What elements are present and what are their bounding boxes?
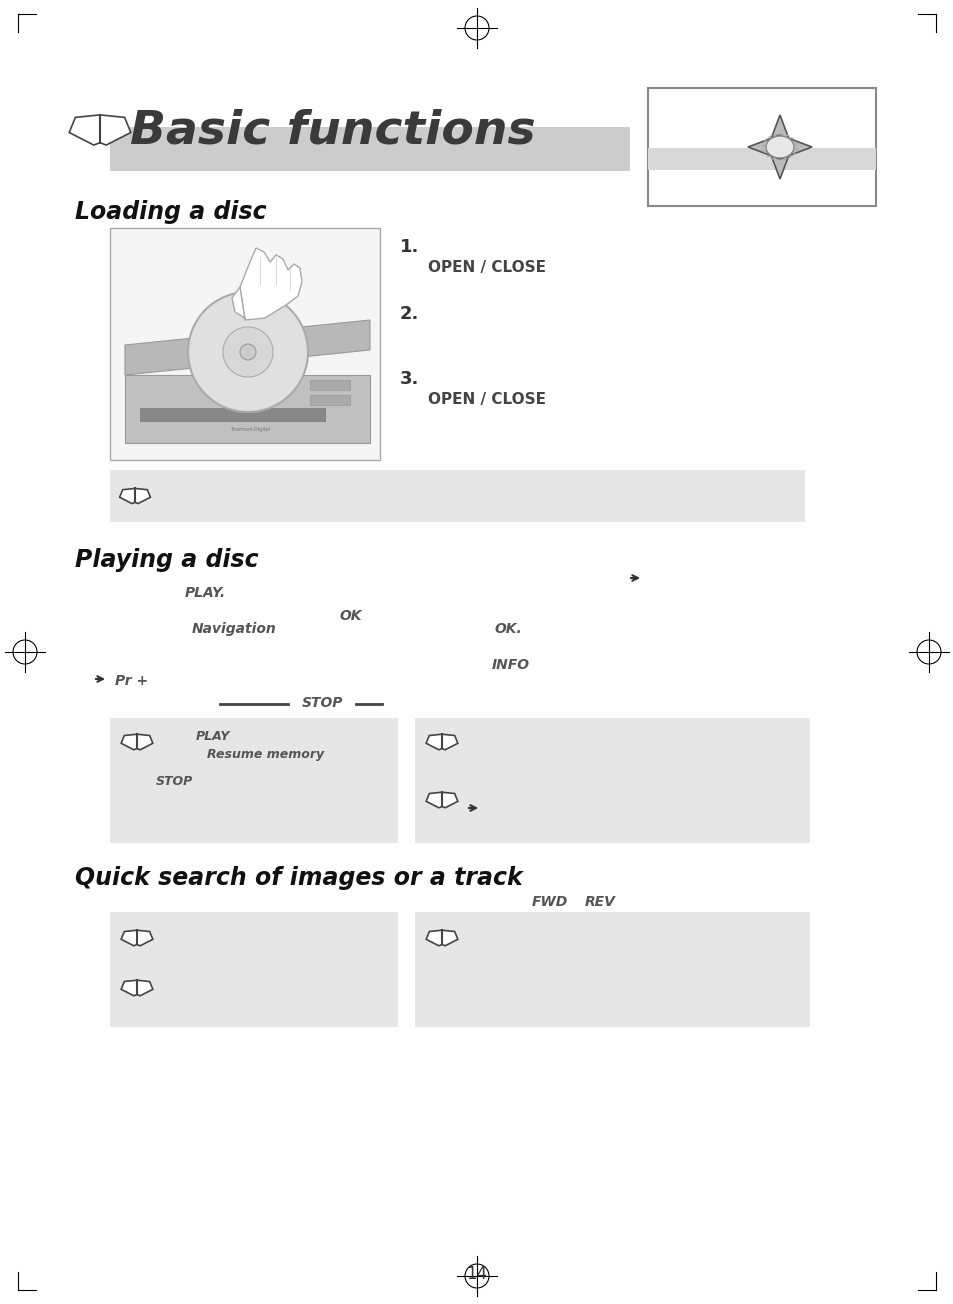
Polygon shape — [121, 734, 137, 750]
Polygon shape — [137, 981, 152, 996]
Text: OPEN / CLOSE: OPEN / CLOSE — [428, 259, 545, 275]
Bar — [647, 147, 875, 170]
Text: 3.: 3. — [399, 370, 419, 389]
Text: FWD: FWD — [532, 895, 568, 909]
Text: Loading a disc: Loading a disc — [75, 200, 266, 224]
Text: PLAY.: PLAY. — [185, 585, 226, 600]
Polygon shape — [771, 136, 811, 159]
Text: Video Disc: Video Disc — [234, 360, 261, 365]
Text: 2.: 2. — [399, 305, 419, 323]
Text: OPEN / CLOSE: OPEN / CLOSE — [428, 393, 545, 407]
Text: PLAY: PLAY — [195, 730, 230, 743]
Bar — [110, 911, 397, 1028]
Text: INFO: INFO — [492, 659, 530, 672]
Text: 1.: 1. — [399, 239, 419, 256]
Polygon shape — [121, 930, 137, 945]
Polygon shape — [119, 489, 135, 503]
Polygon shape — [137, 930, 152, 945]
Bar — [110, 126, 629, 171]
Bar — [110, 469, 804, 522]
Polygon shape — [70, 115, 100, 145]
Text: DVD: DVD — [230, 344, 246, 349]
Bar — [110, 719, 397, 842]
Bar — [110, 228, 379, 460]
Bar — [647, 87, 875, 206]
Polygon shape — [125, 319, 370, 376]
Text: OK.: OK. — [495, 622, 522, 636]
Text: Thomson Digital: Thomson Digital — [226, 331, 270, 336]
Polygon shape — [441, 930, 457, 945]
Polygon shape — [100, 115, 131, 145]
Bar — [415, 911, 809, 1028]
Text: Quick search of images or a track: Quick search of images or a track — [75, 866, 522, 891]
Text: STOP: STOP — [302, 696, 343, 709]
Bar — [310, 379, 350, 390]
Text: OK: OK — [772, 142, 786, 151]
Text: Resume memory: Resume memory — [207, 748, 324, 762]
Text: OK: OK — [339, 609, 362, 623]
Ellipse shape — [765, 136, 793, 158]
Bar — [310, 395, 350, 406]
Polygon shape — [121, 981, 137, 996]
Polygon shape — [426, 793, 441, 807]
Polygon shape — [441, 734, 457, 750]
Circle shape — [188, 292, 308, 412]
Polygon shape — [767, 140, 791, 179]
Polygon shape — [426, 734, 441, 750]
Polygon shape — [240, 248, 302, 319]
Text: Basic functions: Basic functions — [130, 108, 535, 153]
Bar — [415, 719, 809, 842]
Text: STOP: STOP — [156, 775, 193, 788]
Bar — [140, 408, 325, 421]
Text: Thomson Digital: Thomson Digital — [230, 426, 270, 432]
Polygon shape — [137, 734, 152, 750]
Text: Playing a disc: Playing a disc — [75, 548, 258, 572]
Bar — [125, 376, 370, 443]
Text: REV: REV — [584, 895, 616, 909]
Polygon shape — [441, 793, 457, 807]
Polygon shape — [232, 287, 245, 319]
Text: 14: 14 — [466, 1265, 487, 1283]
Circle shape — [240, 344, 255, 360]
Text: Navigation: Navigation — [192, 622, 276, 636]
Text: Pr +: Pr + — [115, 674, 148, 689]
Polygon shape — [747, 136, 787, 159]
Polygon shape — [426, 930, 441, 945]
Polygon shape — [135, 489, 151, 503]
Circle shape — [223, 327, 273, 377]
Polygon shape — [767, 115, 791, 155]
